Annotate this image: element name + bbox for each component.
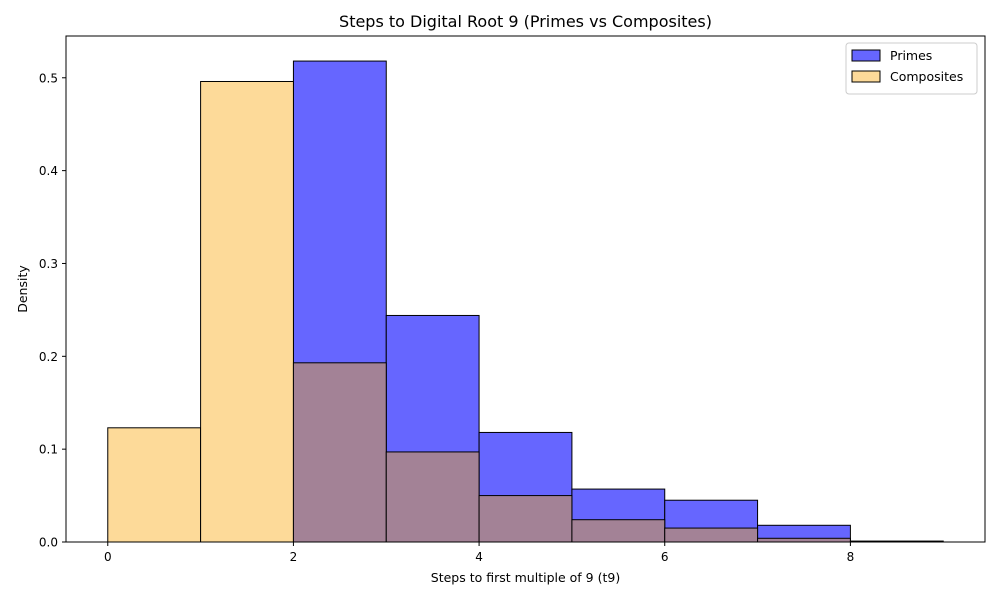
legend-swatch-primes <box>851 49 881 62</box>
bar-composites-7 <box>757 537 851 543</box>
bar-composites-5 <box>571 519 666 543</box>
chart-title: Steps to Digital Root 9 (Primes vs Compo… <box>339 12 712 31</box>
bar-composites-2 <box>292 362 387 543</box>
bar-composites-1 <box>200 80 294 543</box>
y-axis-label: Density <box>15 265 30 313</box>
y-tick-label-5: 0.5 <box>39 71 58 85</box>
x-tick-label-2: 2 <box>290 550 298 564</box>
x-axis-label: Steps to first multiple of 9 (t9) <box>431 570 620 585</box>
bars-layer <box>107 60 944 543</box>
bar-composites-4 <box>478 495 573 543</box>
legend-label-primes: Primes <box>890 48 932 63</box>
x-tick-label-0: 0 <box>104 550 112 564</box>
bar-composites-0 <box>107 427 202 543</box>
legend: Primes Composites <box>845 42 978 95</box>
y-tick-label-0: 0.0 <box>39 536 58 550</box>
axes-frame <box>65 35 986 543</box>
legend-label-composites: Composites <box>890 69 963 84</box>
y-axis-ticks: 0.0 0.1 0.2 0.3 0.4 0.5 <box>39 71 66 550</box>
x-axis-ticks: 0 2 4 6 8 <box>104 542 854 564</box>
bar-composites-6 <box>664 527 759 543</box>
x-tick-label-6: 6 <box>661 550 669 564</box>
y-tick-label-3: 0.3 <box>39 257 58 271</box>
y-tick-label-2: 0.2 <box>39 350 58 364</box>
bar-composites-3 <box>385 451 480 543</box>
legend-swatch-composites <box>851 70 881 83</box>
y-tick-label-1: 0.1 <box>39 443 58 457</box>
x-tick-label-4: 4 <box>475 550 483 564</box>
x-tick-label-8: 8 <box>847 550 855 564</box>
y-tick-label-4: 0.4 <box>39 164 58 178</box>
